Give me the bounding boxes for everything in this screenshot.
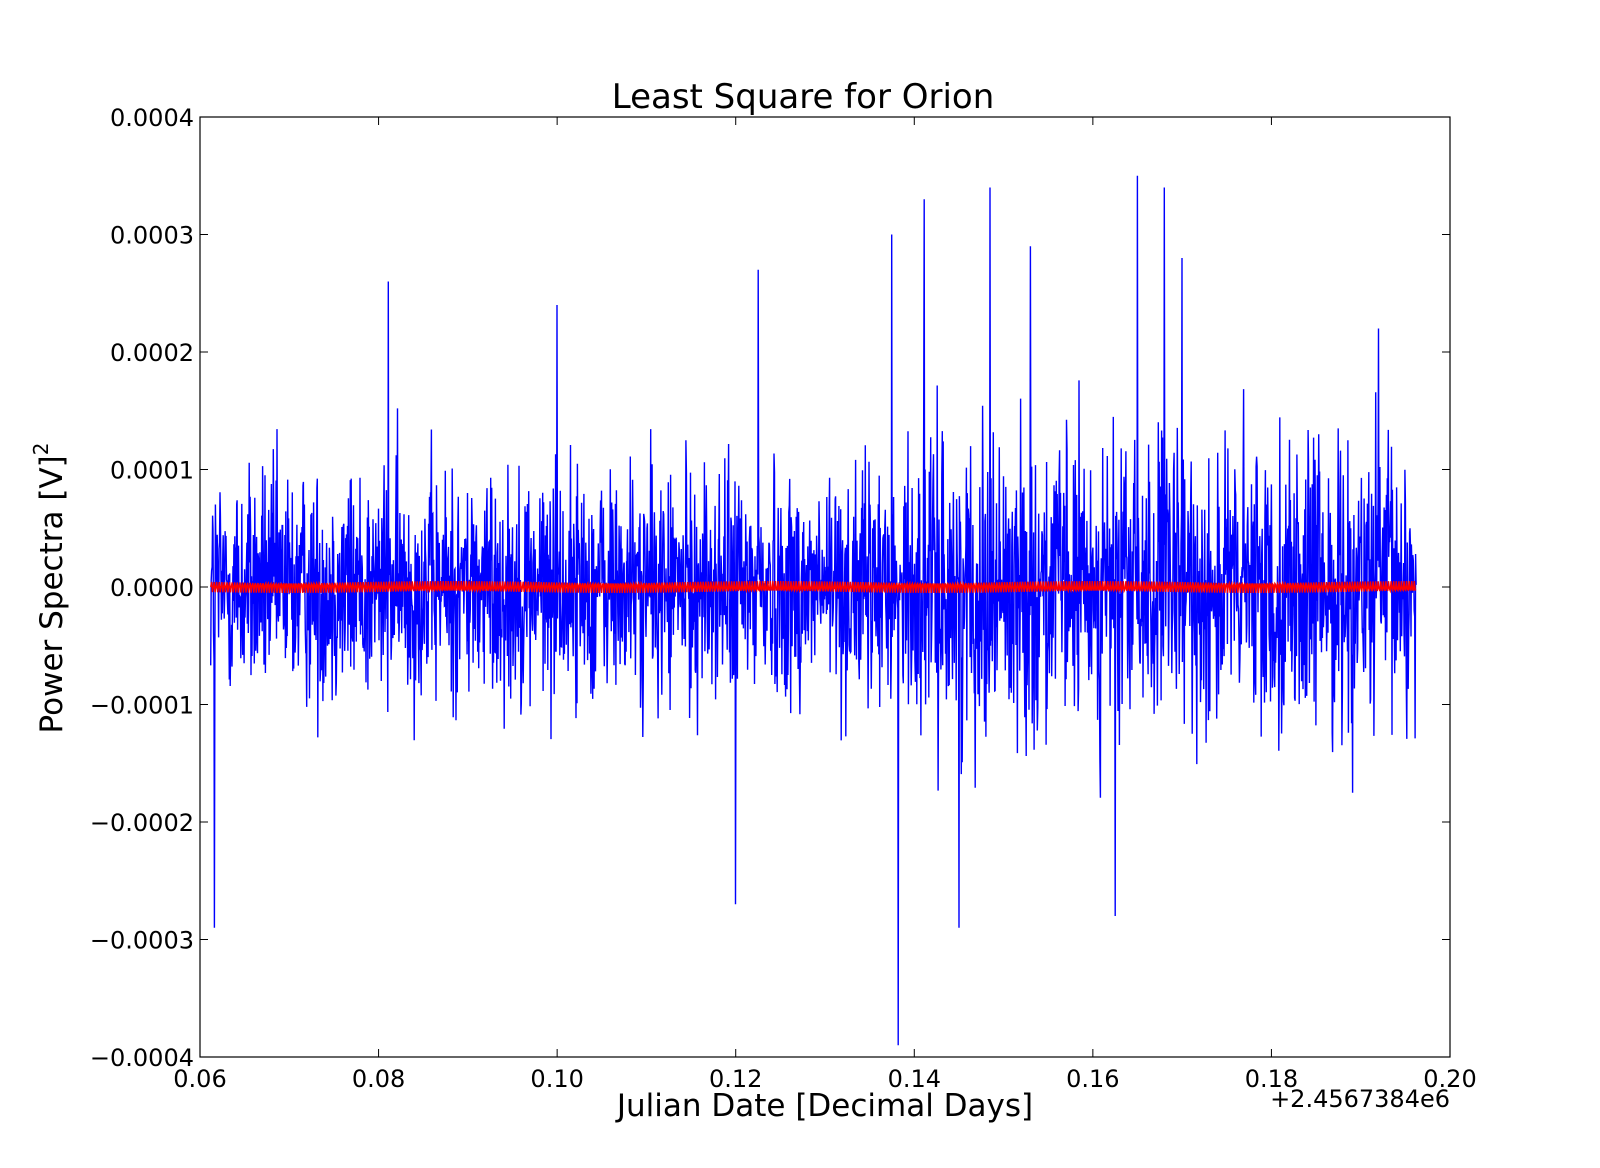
- x-tick-label: 0.14: [888, 1065, 941, 1093]
- y-tick-label: −0.0002: [90, 809, 194, 837]
- y-tick-label: −0.0001: [90, 692, 194, 720]
- chart-title: Least Square for Orion: [612, 77, 995, 117]
- series-blue-line: [210, 175, 1417, 1046]
- y-axis-label-superscript: 2: [29, 443, 53, 456]
- x-tick-label: 0.10: [530, 1065, 583, 1093]
- y-axis-label-text: Power Spectra [V]: [34, 455, 70, 733]
- series-red-line: [210, 580, 1417, 594]
- x-tick-label: 0.06: [173, 1065, 226, 1093]
- x-tick-label: 0.08: [352, 1065, 405, 1093]
- x-tick-label: 0.16: [1066, 1065, 1119, 1093]
- x-axis: 0.06 0.08 0.10 0.12 0.14 0.16 0.18 0.20: [173, 117, 1477, 1093]
- x-tick-label: 0.12: [709, 1065, 762, 1093]
- y-axis-label: Power Spectra [V]2: [29, 443, 70, 734]
- y-tick-label: 0.0003: [110, 222, 194, 250]
- plot-area: [199, 116, 1451, 1058]
- y-tick-label: 0.0000: [110, 574, 194, 602]
- x-tick-label: 0.20: [1423, 1065, 1476, 1093]
- x-tick-label: 0.18: [1245, 1065, 1298, 1093]
- y-tick-label: −0.0004: [90, 1044, 194, 1072]
- y-tick-label: −0.0003: [90, 927, 194, 955]
- y-axis: −0.0004 −0.0003 −0.0002 −0.0001 0.0000 0.0001…: [90, 104, 1450, 1072]
- y-tick-label: 0.0002: [110, 339, 194, 367]
- y-tick-label: 0.0004: [110, 104, 194, 132]
- x-axis-offset-text: +2.4567384e6: [1270, 1085, 1450, 1113]
- y-tick-label: 0.0001: [110, 457, 194, 485]
- x-axis-label: Julian Date [Decimal Days]: [615, 1088, 1033, 1124]
